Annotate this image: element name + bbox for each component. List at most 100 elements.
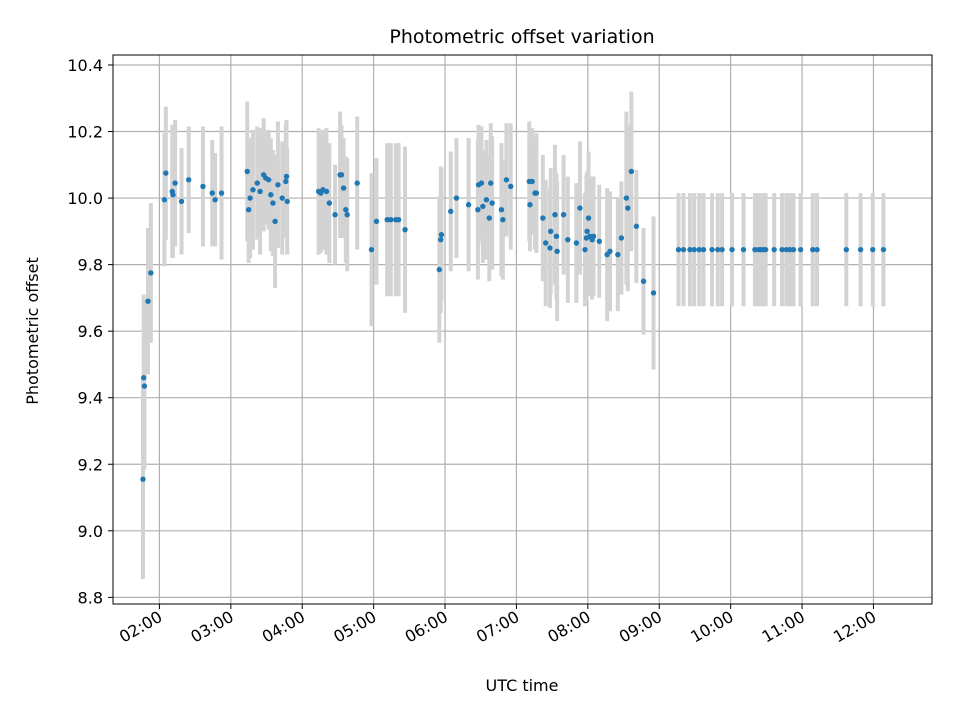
y-tick-label: 10.0	[67, 189, 103, 208]
data-point	[200, 183, 206, 190]
data-point	[388, 217, 394, 223]
data-point	[395, 217, 402, 223]
x-axis-label: UTC time	[486, 676, 559, 695]
data-point	[368, 246, 375, 253]
data-point	[465, 202, 472, 208]
data-point	[607, 248, 613, 255]
data-point	[650, 290, 657, 296]
data-point	[577, 205, 583, 211]
data-point	[508, 183, 514, 190]
data-point	[284, 198, 290, 205]
data-point	[170, 192, 176, 198]
data-point	[140, 476, 146, 482]
y-tick-label: 9.4	[78, 389, 103, 408]
data-point	[340, 185, 347, 191]
data-point	[527, 202, 533, 208]
data-point	[247, 195, 253, 201]
y-tick-label: 9.0	[78, 522, 103, 541]
data-point	[533, 190, 540, 196]
data-point	[810, 246, 816, 253]
axes-frame	[112, 54, 933, 605]
data-point	[880, 246, 887, 253]
data-point	[857, 246, 864, 253]
data-point	[141, 375, 147, 381]
data-point	[628, 168, 635, 175]
data-point	[145, 298, 151, 304]
data-point	[585, 215, 592, 221]
data-point	[270, 200, 276, 206]
data-point	[475, 207, 481, 213]
data-point	[332, 212, 338, 218]
data-point	[814, 246, 820, 253]
data-point	[696, 246, 702, 253]
data-point	[675, 246, 682, 253]
data-point	[623, 195, 630, 201]
y-tick-label: 10.4	[67, 56, 103, 75]
data-point	[438, 236, 444, 243]
data-point	[438, 231, 445, 238]
y-axis-ticks: 8.8 9.0 9.2 9.4 9.6 9.8 10.0 10.2 10.4	[67, 56, 113, 607]
data-point	[500, 217, 506, 223]
data-point	[257, 188, 263, 195]
data-point	[272, 218, 278, 225]
data-point	[218, 190, 225, 196]
data-point	[172, 180, 178, 186]
data-point	[771, 246, 777, 253]
data-point	[354, 180, 360, 186]
data-point	[553, 233, 560, 240]
data-point	[244, 168, 250, 175]
y-tick-label: 9.8	[78, 256, 103, 275]
y-tick-label: 9.6	[78, 322, 103, 341]
data-point	[584, 228, 590, 235]
data-point	[489, 200, 495, 206]
data-point	[178, 198, 185, 205]
data-point	[740, 246, 747, 253]
data-point	[560, 212, 567, 218]
y-tick-label: 9.2	[78, 455, 103, 474]
data-point	[486, 215, 492, 221]
data-point	[185, 177, 192, 183]
data-point	[283, 178, 289, 185]
data-point	[326, 200, 333, 206]
data-point	[283, 173, 290, 180]
data-point	[148, 270, 154, 276]
data-point	[709, 246, 715, 253]
data-point	[436, 266, 443, 273]
data-point	[590, 233, 597, 240]
data-point	[483, 197, 490, 203]
data-point	[163, 170, 169, 176]
chart-title: Photometric offset variation	[389, 26, 654, 48]
data-point	[254, 180, 260, 186]
data-point	[547, 245, 553, 251]
data-point	[540, 215, 546, 221]
data-point	[582, 246, 588, 253]
data-point	[700, 246, 707, 253]
data-point	[448, 208, 454, 215]
data-point	[596, 238, 602, 245]
data-point	[618, 235, 625, 241]
data-point	[565, 236, 571, 243]
data-point	[453, 195, 460, 201]
data-point	[790, 246, 797, 253]
data-point	[344, 212, 350, 218]
data-point	[548, 228, 554, 235]
y-axis-label: Photometric offset	[23, 257, 42, 405]
data-point	[843, 246, 850, 253]
data-point	[633, 223, 640, 230]
data-point	[554, 248, 560, 255]
data-point	[268, 192, 274, 198]
data-point	[687, 246, 693, 253]
data-point	[543, 240, 549, 246]
grid-lines	[113, 55, 932, 604]
data-point	[552, 212, 558, 218]
data-point	[141, 383, 148, 389]
data-point	[265, 177, 272, 183]
data-point	[212, 197, 218, 203]
data-point	[161, 197, 168, 203]
data-point	[573, 240, 580, 246]
data-point	[478, 180, 485, 186]
y-tick-label: 8.8	[78, 588, 103, 607]
data-point	[279, 195, 285, 201]
data-point	[680, 246, 687, 253]
